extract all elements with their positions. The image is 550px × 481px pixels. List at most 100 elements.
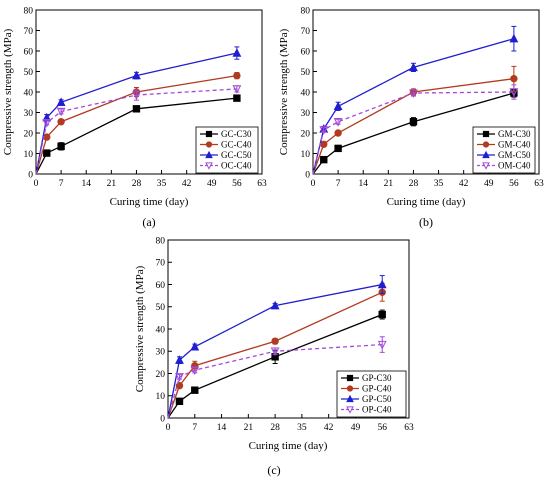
x-tick-label: 21: [107, 179, 117, 189]
y-tick-label: 80: [301, 6, 311, 16]
y-tick-label: 70: [156, 259, 166, 269]
data-point: [333, 101, 343, 111]
data-point: [509, 33, 519, 43]
x-tick-label: 0: [311, 179, 316, 189]
data-point: [191, 386, 199, 394]
x-tick-label: 42: [459, 179, 469, 189]
series-gc-c30: [35, 94, 241, 175]
data-point: [334, 129, 342, 137]
y-tick-label: 0: [305, 170, 310, 180]
x-tick-label: 14: [217, 423, 227, 433]
legend-entry: GP-C30: [362, 373, 392, 383]
x-tick-label: 14: [81, 179, 91, 189]
x-tick-label: 0: [166, 423, 171, 433]
data-point: [270, 300, 280, 310]
legend-entry: OC-C40: [221, 161, 252, 171]
x-tick-label: 21: [244, 423, 254, 433]
legend-entry: GP-C40: [362, 384, 392, 394]
y-tick-label: 50: [24, 68, 34, 78]
x-tick-label: 49: [351, 423, 361, 433]
x-axis-label: Curing time (day): [387, 196, 466, 208]
data-point: [42, 119, 52, 128]
legend-entry: OP-C40: [362, 405, 392, 415]
legend-marker: [482, 162, 490, 170]
y-tick-label: 10: [156, 392, 166, 402]
y-tick-label: 10: [301, 150, 311, 160]
x-tick-label: 21: [384, 179, 394, 189]
panel-label: (a): [142, 215, 155, 229]
data-point: [377, 279, 387, 289]
x-tick-label: 56: [232, 179, 242, 189]
series-gp-c50: [167, 275, 387, 419]
x-tick-label: 35: [297, 423, 307, 433]
data-point: [409, 89, 418, 98]
y-axis-label: Compressive strength (MPa): [2, 28, 14, 155]
data-point: [510, 74, 518, 83]
y-tick-label: 70: [24, 27, 34, 37]
data-point: [232, 48, 242, 57]
series-op-c40: [167, 336, 387, 419]
data-point: [175, 373, 184, 382]
x-tick-label: 35: [434, 179, 444, 189]
y-tick-label: 80: [24, 6, 34, 16]
legend-entry: GC-C40: [221, 140, 252, 150]
series-gp-c30: [167, 309, 386, 419]
series-gm-c30: [312, 88, 518, 175]
data-point: [409, 118, 418, 126]
data-point: [190, 366, 200, 376]
data-point: [377, 340, 387, 350]
data-point: [232, 85, 242, 94]
y-tick-label: 60: [24, 47, 34, 57]
y-tick-label: 40: [301, 88, 311, 98]
y-tick-label: 40: [24, 88, 34, 98]
data-point: [320, 140, 328, 148]
legend-marker: [482, 130, 490, 138]
data-point: [43, 149, 51, 157]
chart-panel-3: 0 7 14 21 28 35 42 49 56 63 0 10 20 30 40 50 60 70 80 Curin…: [134, 236, 414, 477]
legend-entry: GC-C50: [221, 150, 252, 160]
x-tick-label: 7: [192, 423, 197, 433]
y-tick-label: 20: [301, 129, 311, 139]
y-tick-label: 50: [156, 303, 166, 313]
legend-marker: [482, 141, 490, 148]
legend-marker: [205, 150, 213, 159]
series-om-c40: [312, 84, 519, 175]
x-tick-label: 42: [324, 423, 334, 433]
y-tick-label: 80: [156, 236, 166, 246]
panel-label: (c): [267, 463, 280, 477]
y-tick-label: 30: [156, 348, 166, 358]
x-tick-label: 56: [377, 423, 387, 433]
data-point: [333, 118, 343, 127]
y-tick-label: 70: [301, 27, 311, 37]
data-point: [56, 97, 66, 106]
legend-marker: [482, 150, 490, 159]
legend-entry: GM-C40: [498, 140, 531, 150]
y-tick-label: 30: [301, 109, 311, 119]
data-point: [378, 310, 386, 319]
data-point: [132, 70, 141, 80]
legend-marker: [346, 374, 354, 382]
x-tick-label: 28: [132, 179, 142, 189]
data-point: [320, 155, 328, 164]
data-point: [175, 355, 184, 364]
data-point: [175, 397, 184, 406]
data-point: [132, 105, 141, 113]
chart-panel-1: 0 7 14 21 28 35 42 49 56 63 0 10 20 30 40 50 60 70 80 Curin…: [2, 6, 267, 229]
chart-panel-2: 0 7 14 21 28 35 42 49 56 63 0 10 20 30 40 50 60 70 80 Curin…: [278, 6, 544, 229]
y-tick-label: 20: [24, 129, 34, 139]
y-axis-label: Compressive strength (MPa): [134, 265, 146, 392]
y-tick-label: 40: [156, 325, 166, 335]
legend-marker: [346, 385, 354, 392]
x-tick-label: 28: [270, 423, 280, 433]
legend-entry: GM-C50: [498, 150, 531, 160]
data-point: [132, 91, 141, 100]
data-point: [334, 144, 342, 153]
series-gc-c50: [35, 46, 242, 175]
data-point: [233, 94, 241, 102]
y-tick-label: 0: [160, 414, 165, 424]
y-tick-label: 60: [301, 47, 311, 57]
x-tick-label: 63: [534, 179, 544, 189]
data-point: [319, 126, 329, 135]
